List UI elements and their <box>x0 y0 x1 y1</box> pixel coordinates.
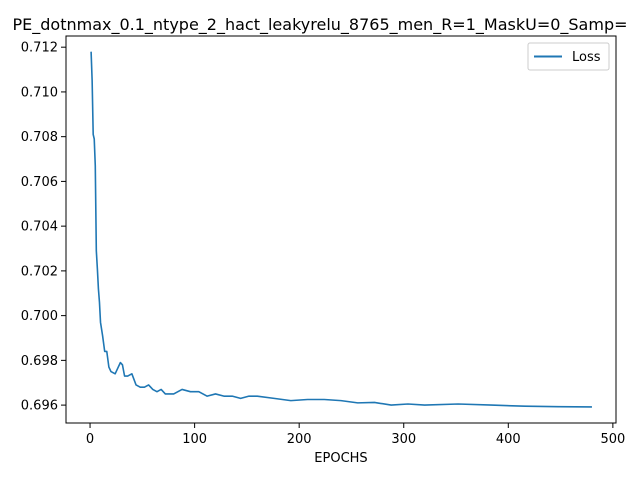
y-tick-label: 0.696 <box>21 399 58 414</box>
legend-label-loss: Loss <box>572 50 601 65</box>
y-tick-label: 0.706 <box>21 175 58 190</box>
x-axis-label: EPOCHS <box>314 451 367 466</box>
x-tick-label: 100 <box>182 432 207 447</box>
y-tick-label: 0.704 <box>21 220 58 235</box>
y-axis: 0.696 0.698 0.700 0.702 0.704 0.706 0.708 0.710… <box>21 41 66 414</box>
y-tick-label: 0.712 <box>21 41 58 56</box>
y-tick-label: 0.698 <box>21 354 58 369</box>
x-axis: 0 100 200 300 400 500 <box>86 423 625 447</box>
legend: Loss <box>527 42 610 71</box>
legend-box <box>527 42 610 71</box>
x-tick-label: 400 <box>496 432 521 447</box>
y-tick-label: 0.702 <box>21 264 58 279</box>
chart-title: PE_dotnmax_0.1_ntype_2_hact_leakyrelu_87… <box>12 15 627 35</box>
y-tick-label: 0.708 <box>21 130 58 145</box>
series-layer <box>90 51 592 408</box>
series-line-loss <box>90 51 592 408</box>
plot-frame <box>65 35 617 424</box>
x-tick-label: 200 <box>287 432 312 447</box>
x-tick-label: 500 <box>600 432 625 447</box>
x-tick-label: 300 <box>391 432 416 447</box>
x-tick-label: 0 <box>86 432 94 447</box>
y-tick-label: 0.710 <box>21 85 58 100</box>
y-tick-label: 0.700 <box>21 309 58 324</box>
